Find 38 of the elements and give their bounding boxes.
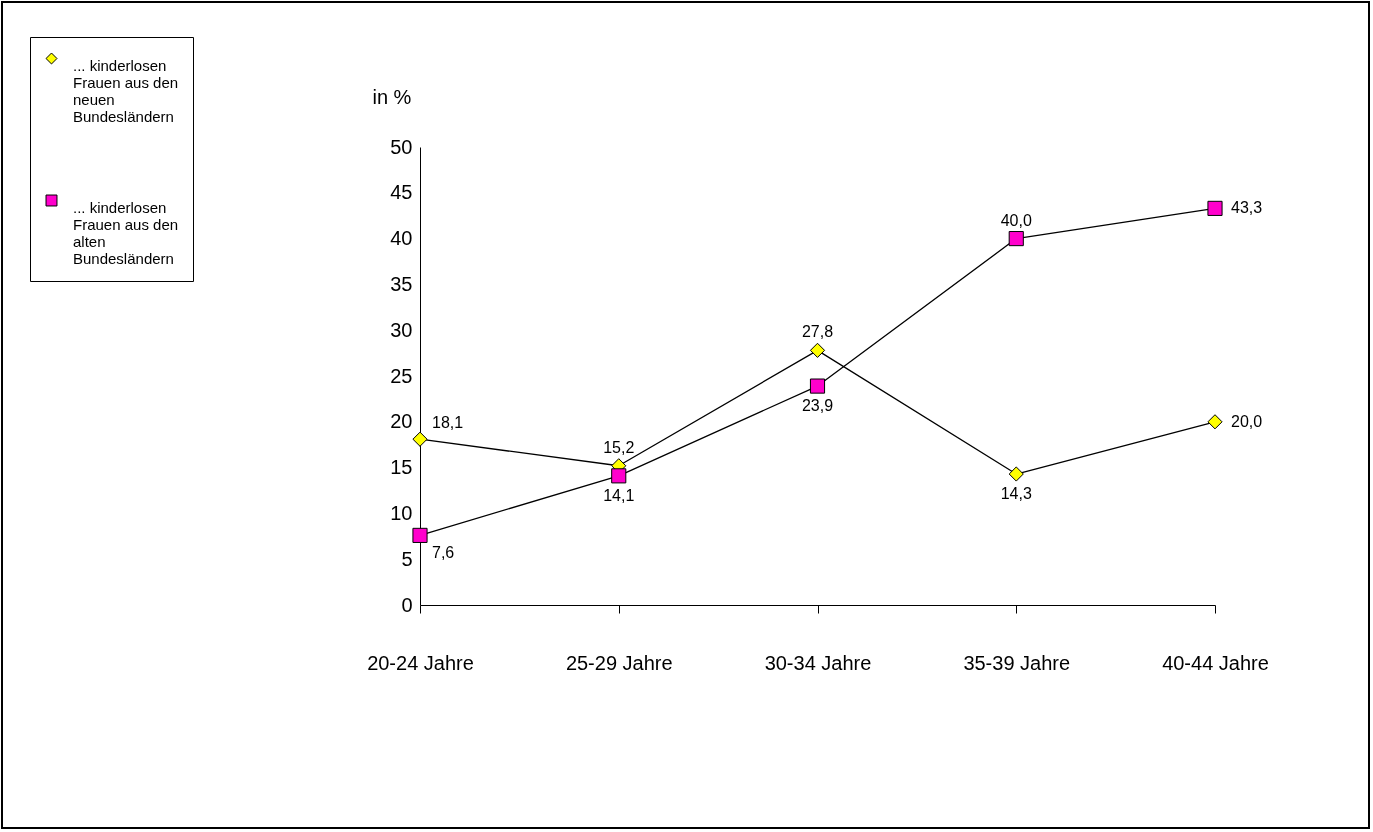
y-tick-label: 20 — [390, 410, 413, 433]
point — [412, 431, 428, 447]
x-tick-label: 20-24 Jahre — [367, 651, 474, 674]
data-label: 14,3 — [1000, 485, 1032, 503]
point — [611, 468, 627, 484]
data-label: 18,1 — [432, 414, 464, 432]
y-tick-label: 0 — [401, 593, 413, 616]
y-tick-label: 10 — [390, 501, 413, 524]
y-tick-label: 50 — [390, 135, 413, 158]
point — [1008, 231, 1024, 247]
legend-label: ... kinderlosen Frauen aus den neuen Bundesländern — [73, 56, 179, 125]
point — [809, 342, 826, 358]
data-label: 40,0 — [1000, 211, 1032, 229]
point — [1207, 414, 1223, 430]
y-tick-label: 15 — [390, 456, 413, 479]
data-label: 15,2 — [603, 438, 635, 456]
data-label: 23,9 — [801, 397, 834, 415]
x-tick-label: 40-44 Jahre — [1162, 651, 1269, 674]
data-label: 7,6 — [432, 544, 455, 562]
data-label: 14,1 — [603, 486, 635, 504]
data-label: 27,8 — [801, 323, 834, 341]
data-label: 20,0 — [1231, 412, 1263, 430]
x-tick-label: 35-39 Jahre — [963, 651, 1071, 674]
point — [1008, 466, 1024, 482]
point — [809, 378, 826, 394]
y-tick-label: 5 — [401, 547, 413, 570]
x-tick-label: 25-29 Jahre — [565, 651, 673, 674]
point — [412, 527, 428, 543]
y-tick-label: 45 — [390, 181, 413, 204]
y-tick-label: 35 — [390, 272, 413, 295]
data-label: 43,3 — [1231, 199, 1263, 217]
y-tick-label: 40 — [390, 227, 413, 250]
point — [1207, 200, 1223, 216]
y-tick-label: 30 — [390, 318, 413, 341]
legend-label: ... kinderlosen Frauen aus den alten Bundesländern — [73, 198, 179, 267]
y-axis-title: in % — [372, 85, 412, 108]
x-tick-label: 30-34 Jahre — [764, 651, 872, 674]
y-tick-label: 25 — [390, 364, 413, 387]
